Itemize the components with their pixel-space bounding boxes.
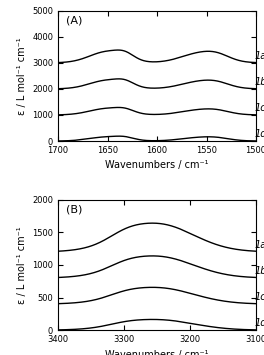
- Text: 1c: 1c: [254, 103, 264, 113]
- Y-axis label: ε / L mol⁻¹ cm⁻¹: ε / L mol⁻¹ cm⁻¹: [17, 226, 27, 304]
- Text: (A): (A): [66, 16, 82, 26]
- Text: 1c: 1c: [255, 292, 264, 302]
- Text: 1b: 1b: [255, 266, 264, 276]
- X-axis label: Wavenumbers / cm⁻¹: Wavenumbers / cm⁻¹: [105, 350, 209, 355]
- Text: 1b: 1b: [254, 77, 264, 87]
- Text: (B): (B): [66, 205, 82, 215]
- Text: 1a: 1a: [255, 240, 264, 250]
- Text: 1d: 1d: [255, 318, 264, 328]
- Text: 1d: 1d: [254, 130, 264, 140]
- Y-axis label: ε / L mol⁻¹ cm⁻¹: ε / L mol⁻¹ cm⁻¹: [17, 37, 27, 115]
- X-axis label: Wavenumbers / cm⁻¹: Wavenumbers / cm⁻¹: [105, 160, 209, 170]
- Text: 1a: 1a: [254, 51, 264, 61]
